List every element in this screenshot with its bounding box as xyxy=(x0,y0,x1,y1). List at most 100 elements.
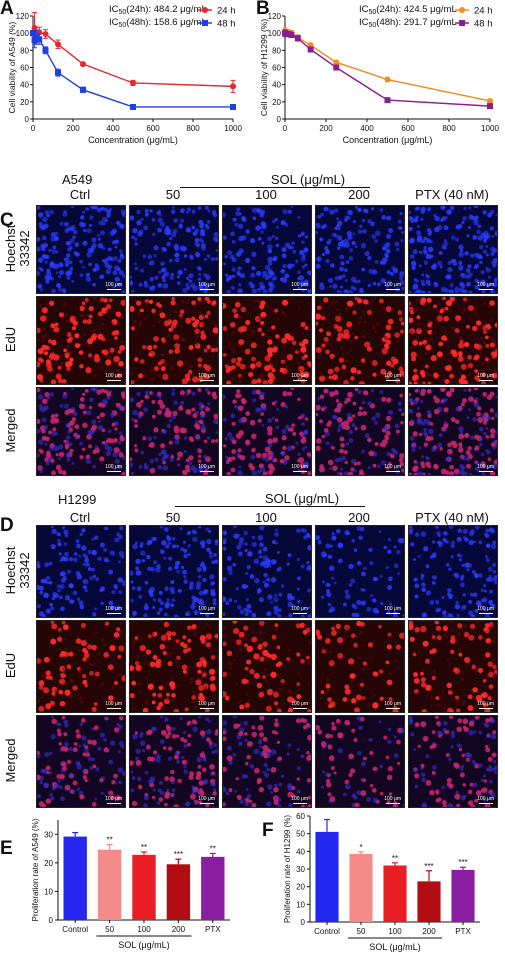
cell-nuclei xyxy=(409,297,497,384)
y-tick-label: 30 xyxy=(44,830,53,839)
cell-nuclei xyxy=(409,716,497,807)
data-point xyxy=(42,31,49,38)
data-point xyxy=(384,97,391,104)
micrograph-cell: 100 μm xyxy=(222,296,312,385)
micrograph-cell: 100 μm xyxy=(315,387,405,476)
panel-label-c: C xyxy=(0,210,14,231)
bar xyxy=(383,865,407,922)
legend-label: 48 h xyxy=(474,19,493,30)
scale-bar: 100 μm xyxy=(105,282,122,290)
legend-label: 24 h xyxy=(217,6,236,17)
significance-label: *** xyxy=(458,858,467,867)
significance-label: ** xyxy=(141,843,147,852)
scale-bar: 100 μm xyxy=(384,373,401,381)
micrograph-cell: 100 μm xyxy=(222,715,312,808)
scale-bar: 100 μm xyxy=(105,606,122,614)
row-label: Hoechst 33342 xyxy=(3,546,32,595)
proliferation-chart-a549: 0 10 20 30 Control ** 50 ** 100 *** 200 ** PTX SOL (μ… xyxy=(31,818,230,950)
data-point xyxy=(42,47,49,54)
x-tick-label: 600 xyxy=(401,124,415,133)
data-point xyxy=(384,76,391,83)
scale-bar: 100 μm xyxy=(291,606,308,614)
y-tick-label: 20 xyxy=(20,98,29,107)
micrograph-cell: 100 μm xyxy=(315,205,405,294)
micrograph-cell: 100 μm xyxy=(36,387,126,476)
scale-bar: 100 μm xyxy=(291,796,308,804)
scale-bar: 100 μm xyxy=(291,464,308,472)
series-line xyxy=(32,25,234,88)
cell-nuclei xyxy=(223,206,311,293)
legend-marker xyxy=(202,20,208,26)
data-point xyxy=(333,64,340,71)
micrograph-cell: 100 μm xyxy=(315,620,405,713)
x-tick-label: 50 xyxy=(105,925,114,934)
row-label: Merged xyxy=(3,408,18,453)
scale-bar: 100 μm xyxy=(477,464,494,472)
cell-nuclei xyxy=(37,716,125,807)
scale-bar: 100 μm xyxy=(105,464,122,472)
column-label: 50 xyxy=(165,510,181,525)
column-label: PTX (40 nM) xyxy=(415,510,489,525)
data-point xyxy=(33,34,40,41)
cell-nuclei xyxy=(409,621,497,712)
x-tick-label: 0 xyxy=(31,124,36,133)
data-point xyxy=(333,59,340,66)
bar xyxy=(97,849,122,920)
y-tick-label: 30 xyxy=(296,865,305,874)
scale-bar: 100 μm xyxy=(198,373,215,381)
x-tick-label: 100 xyxy=(137,925,151,934)
y-tick-label: 20 xyxy=(296,883,305,892)
legend-marker xyxy=(202,7,208,13)
y-tick-label: 80 xyxy=(20,46,29,55)
legend-marker xyxy=(459,7,465,13)
micrograph-cell: 100 μm xyxy=(36,525,126,618)
micrograph-cell: 100 μm xyxy=(129,525,219,618)
y-tick-label: 0 xyxy=(277,115,282,124)
bar xyxy=(201,856,225,920)
data-point xyxy=(487,103,493,110)
x-tick-label: 600 xyxy=(146,124,160,133)
cell-nuclei xyxy=(37,621,125,712)
cell-line-label: A549 xyxy=(62,172,93,187)
bar xyxy=(315,831,339,922)
y-tick-label: 80 xyxy=(272,46,281,55)
data-point xyxy=(294,35,301,42)
significance-label: ** xyxy=(392,854,398,863)
micrograph-cell: 100 μm xyxy=(222,205,312,294)
significance-label: ** xyxy=(106,836,112,845)
micrograph-cell: 100 μm xyxy=(222,525,312,618)
scale-bar: 100 μm xyxy=(384,701,401,709)
micrograph-cell: 100 μm xyxy=(129,715,219,808)
scale-bar: 100 μm xyxy=(477,282,494,290)
cell-nuclei xyxy=(409,526,497,617)
x-tick-label: 200 xyxy=(66,124,80,133)
group-line xyxy=(175,506,365,507)
micrograph-cell: 100 μm xyxy=(408,620,498,713)
data-point xyxy=(80,86,86,93)
micrograph-cell: 100 μm xyxy=(36,620,126,713)
cell-nuclei xyxy=(316,526,404,617)
y-tick-label: 0 xyxy=(301,918,306,927)
group-line xyxy=(180,187,370,188)
scale-bar: 100 μm xyxy=(291,373,308,381)
micrograph-cell: 100 μm xyxy=(408,387,498,476)
column-label: Ctrl xyxy=(69,187,91,202)
data-point xyxy=(307,46,314,53)
micrograph-cell: 100 μm xyxy=(36,715,126,808)
row-label: Merged xyxy=(3,738,18,783)
data-point xyxy=(282,30,288,37)
x-tick-label: 200 xyxy=(319,124,333,133)
bar xyxy=(132,854,156,920)
scale-bar: 100 μm xyxy=(477,796,494,804)
cell-nuclei xyxy=(37,526,125,617)
y-tick-label: 50 xyxy=(296,830,305,839)
bar xyxy=(63,836,87,920)
ic50-24h-label: IC50(24h): 424.5 μg/mL xyxy=(359,4,457,16)
viability-chart-a549: 0 20 40 60 80 100 120 0 200 400 600 800 1000 Concentr… xyxy=(7,4,242,145)
column-label: PTX (40 nM) xyxy=(415,187,489,202)
scale-bar: 100 μm xyxy=(477,606,494,614)
series-line xyxy=(32,33,233,108)
micrograph-panel-h1299: H1299 SOL (μg/mL) Ctrl 50 100 200 PTX (40 nM… xyxy=(0,485,505,815)
significance-label: * xyxy=(359,843,362,852)
y-tick-label: 20 xyxy=(272,98,281,107)
